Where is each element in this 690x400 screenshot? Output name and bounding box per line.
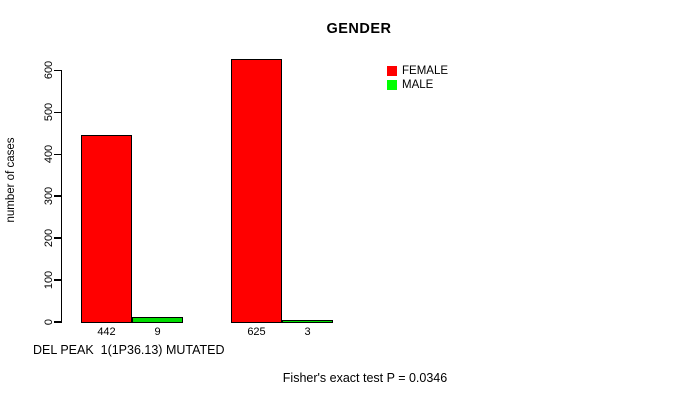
y-axis-tick — [53, 237, 61, 240]
y-tick-label: 600 — [43, 60, 55, 80]
legend-label-male: MALE — [402, 79, 434, 91]
bar-value-label: 9 — [154, 326, 161, 338]
male-color-swatch — [387, 80, 397, 90]
x-axis-label: DEL PEAK 1(1P36.13) MUTATED — [33, 343, 225, 357]
y-axis-tick — [53, 321, 61, 323]
y-tick-label: 300 — [43, 186, 55, 206]
y-axis-tick — [53, 279, 61, 282]
y-axis-label: number of cases — [5, 137, 17, 223]
female-color-swatch — [387, 66, 397, 76]
bar-female-group2 — [231, 59, 282, 323]
fisher-test-annotation: Fisher's exact test P = 0.0346 — [282, 371, 448, 385]
chart-title: GENDER — [326, 21, 392, 37]
bar-value-label: 3 — [304, 326, 311, 338]
bar-value-label: 442 — [97, 326, 116, 338]
y-tick-label: 400 — [43, 144, 55, 164]
bar-female-group1 — [81, 135, 132, 323]
y-axis-tick — [53, 195, 61, 198]
legend-label-female: FEMALE — [402, 65, 449, 77]
bar-male-group2 — [282, 320, 333, 323]
y-axis-tick — [53, 69, 61, 72]
y-tick-label: 100 — [43, 270, 55, 290]
y-tick-label: 200 — [43, 228, 55, 248]
y-tick-label: 0 — [43, 318, 55, 326]
y-axis-tick — [53, 153, 61, 156]
legend: FEMALE MALE — [387, 64, 448, 92]
y-axis-tick — [53, 111, 61, 114]
bar-value-label: 625 — [247, 326, 266, 338]
y-axis-line — [60, 70, 63, 323]
legend-item-female: FEMALE — [387, 64, 448, 78]
y-tick-label: 500 — [43, 102, 55, 122]
legend-item-male: MALE — [387, 78, 448, 92]
bar-male-group1 — [132, 317, 183, 323]
